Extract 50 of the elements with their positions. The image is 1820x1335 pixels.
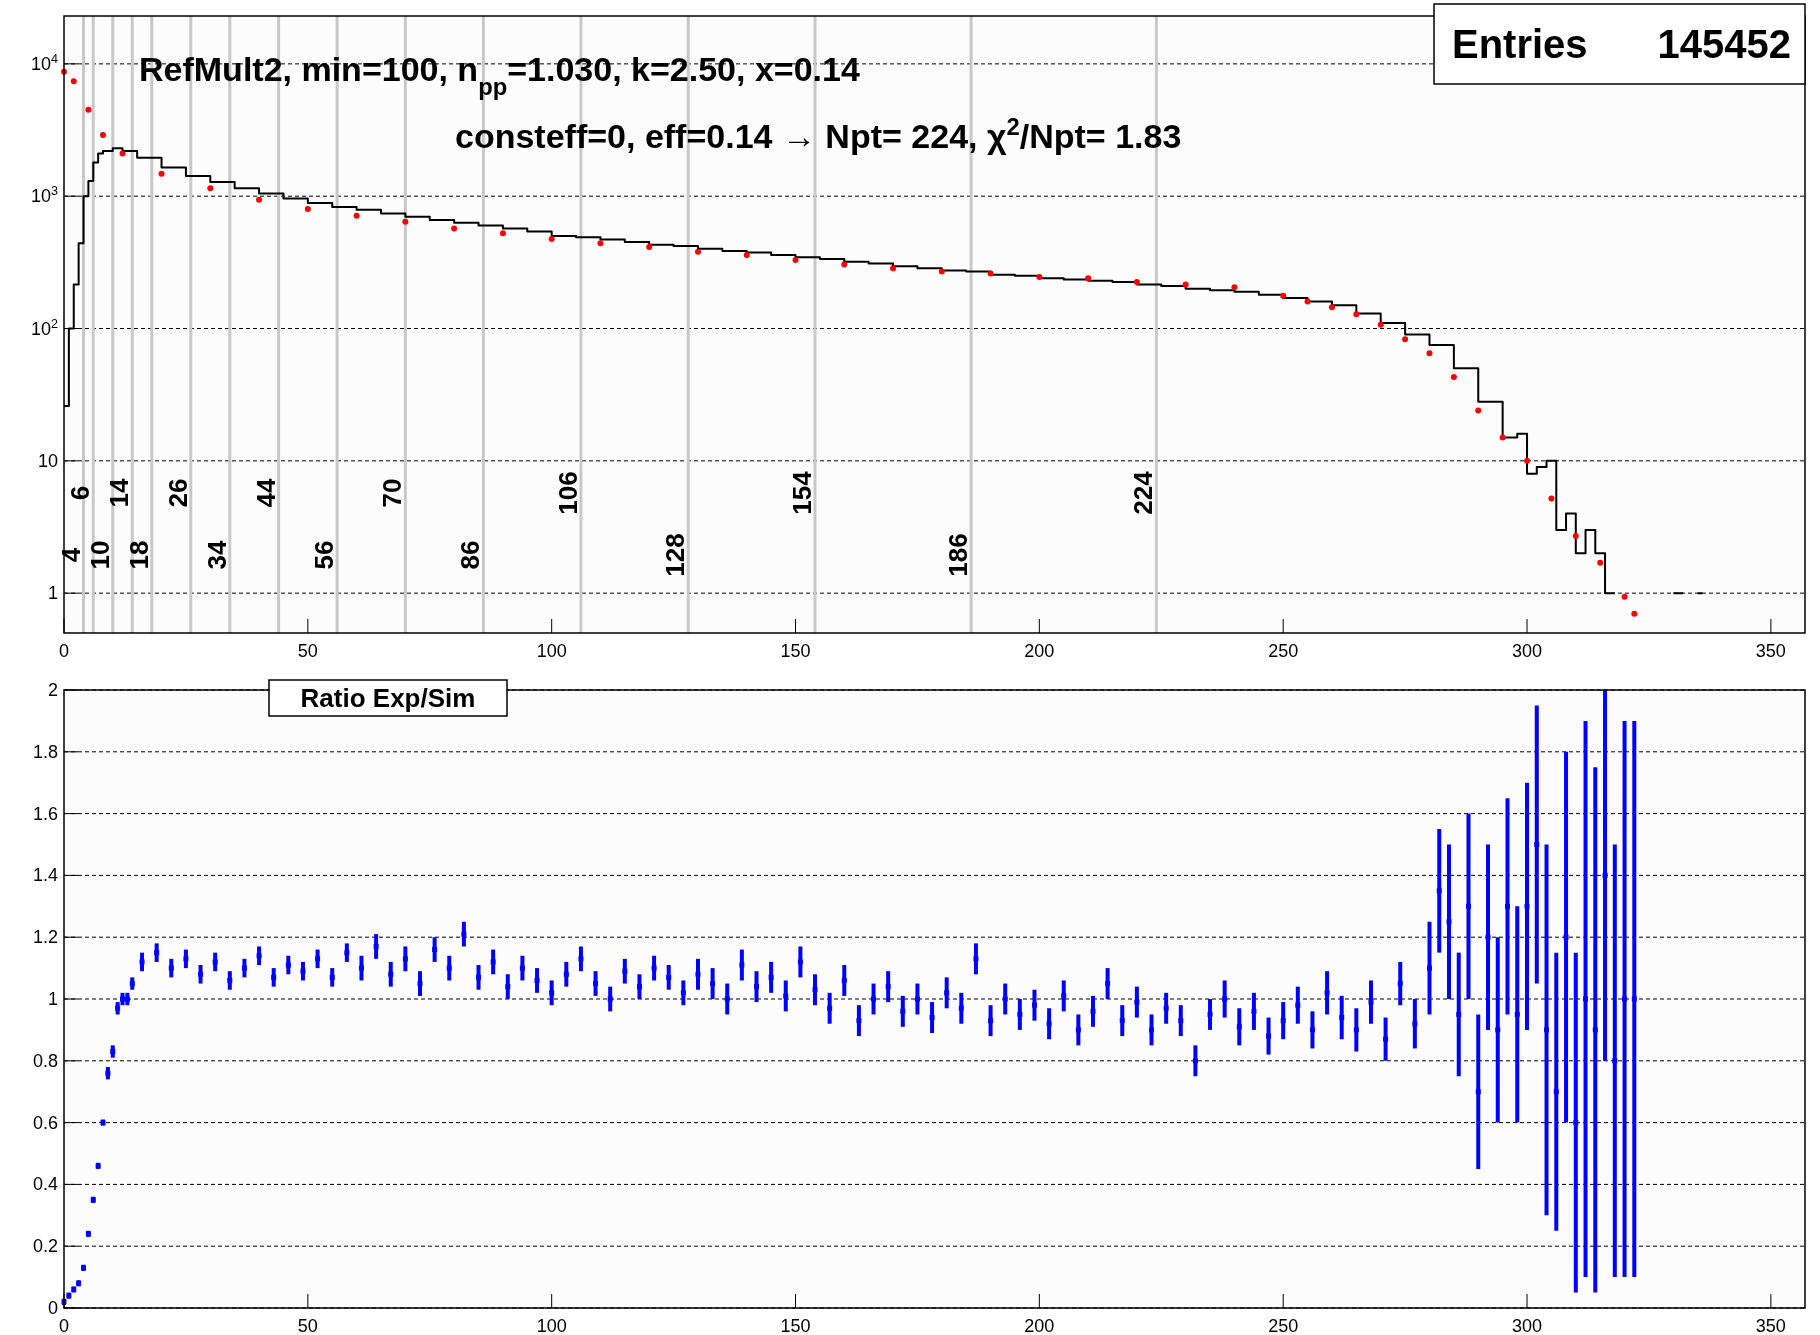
x-tick-label: 250 <box>1268 641 1299 661</box>
y-tick-label: 0.2 <box>32 1236 58 1257</box>
text: Entries 145452 <box>1452 22 1791 66</box>
x-tick-label: 250 <box>1268 1316 1299 1335</box>
y-tick-label: 1.6 <box>32 803 58 824</box>
ref-line-label: 6 <box>65 485 96 501</box>
y-tick-label: 2 <box>47 680 58 700</box>
y-tick-label: 10$^{4}$ <box>30 51 58 74</box>
y-tick-label: 1.8 <box>32 741 58 762</box>
x-tick-label: 100 <box>536 1316 567 1335</box>
y-tick-label: 10 <box>37 450 58 471</box>
y-tick-label: 1.2 <box>32 927 58 948</box>
ref-line-label: 44 <box>250 478 281 508</box>
x-tick-label: 100 <box>536 641 567 661</box>
x-tick-label: 300 <box>1512 1316 1543 1335</box>
ref-line-label: 186 <box>943 533 974 577</box>
x-tick-label: 150 <box>780 641 811 661</box>
ref-line-label: 154 <box>787 470 818 515</box>
ref-line-label: 128 <box>660 533 691 577</box>
y-tick-label: 0.8 <box>32 1050 58 1071</box>
annotation: consteff=0, eff=0.14 → Npt= 224, χ$^{2}$/Npt= 1.83 <box>455 112 1182 155</box>
ref-line-label: 34 <box>201 540 232 570</box>
x-tick-label: 50 <box>297 1316 318 1335</box>
y-tick-label: 0.4 <box>32 1174 58 1195</box>
ref-line-label: 4 <box>55 547 86 563</box>
annotation: RefMult2, min=100, n$_{pp}$=1.030, k=2.50, x=0.14 <box>139 50 860 100</box>
x-tick-label: 50 <box>297 641 318 661</box>
x-tick-label: 200 <box>1024 1316 1055 1335</box>
y-tick-label: 0 <box>47 1298 58 1318</box>
ref-line-label: 86 <box>455 540 486 570</box>
y-tick-label: 1.4 <box>32 865 58 886</box>
ref-line-label: 70 <box>377 478 408 508</box>
x-tick-label: 350 <box>1755 641 1786 661</box>
x-tick-label: 150 <box>780 1316 811 1335</box>
ref-line-label: 56 <box>309 540 340 570</box>
ref-line-label: 14 <box>104 478 135 508</box>
y-tick-label: 1 <box>47 989 58 1009</box>
y-tick-label: 10$^{2}$ <box>30 316 58 339</box>
ref-line-label: 106 <box>552 471 583 515</box>
x-tick-label: 200 <box>1024 641 1055 661</box>
y-tick-label: 1 <box>47 583 58 604</box>
x-tick-label: 300 <box>1512 641 1543 661</box>
chart-title: Ratio Exp/Sim <box>300 683 476 713</box>
ref-line-label: 26 <box>162 478 193 508</box>
ref-line-label: 18 <box>123 540 154 570</box>
ref-line-label: 10 <box>84 540 115 570</box>
ref-line-label: 224 <box>1128 470 1159 515</box>
y-tick-label: 0.6 <box>32 1112 58 1133</box>
x-tick-label: 350 <box>1755 1316 1786 1335</box>
y-tick-label: 10$^{3}$ <box>30 184 58 207</box>
